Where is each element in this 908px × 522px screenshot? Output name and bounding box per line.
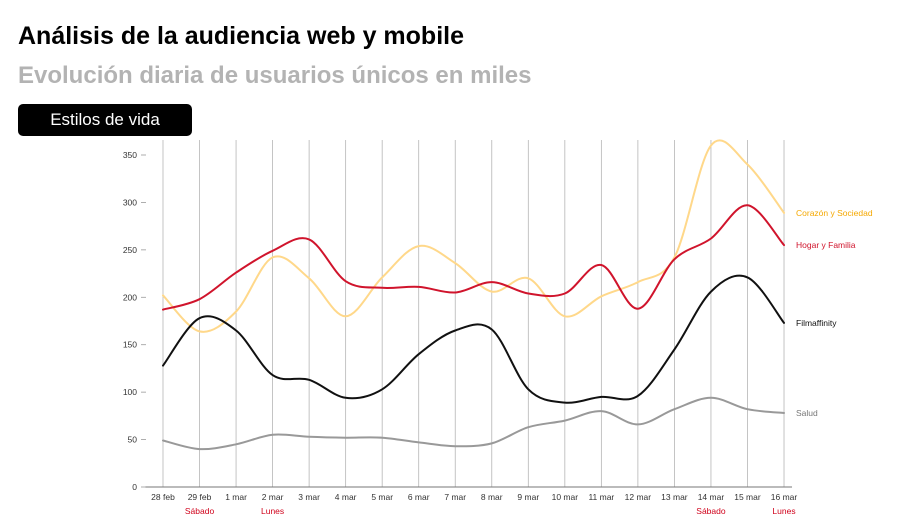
x-tick-label-12: 11 mar [588,492,614,502]
y-tick-label-6: 300 [123,197,137,207]
x-tick-label-14: 13 mar [661,492,688,502]
y-tick-label-4: 200 [123,292,137,302]
chart-series [163,140,784,449]
y-tick-label-7: 350 [123,150,137,160]
series-label-corazon-y-sociedad: Corazón y Sociedad [796,208,873,218]
x-tick-label-15: 14 mar [698,492,725,502]
series-label-salud: Salud [796,408,818,418]
x-tick-label-4: 3 mar [298,492,320,502]
line-chart: 0 50 100 150 200 250 300 350 28 feb 29 feb 1 mar 2 … [0,0,908,522]
chart-axes: 0 50 100 150 200 250 300 350 28 feb 29 feb 1 mar 2 … [123,150,798,516]
series-line-corazon-y-sociedad [163,140,784,331]
chart-labels: Corazón y Sociedad Hogar y Familia Filmaff… [796,208,873,418]
x-tick-label-6: 5 mar [371,492,393,502]
x-tick-label-11: 10 mar [552,492,579,502]
day-annotation-2: Sábado [696,506,726,516]
x-tick-label-1: 29 feb [188,492,212,502]
x-tick-label-5: 4 mar [335,492,357,502]
y-tick-label-3: 150 [123,340,137,350]
x-tick-label-16: 15 mar [734,492,761,502]
series-line-filmaffinity [163,276,784,403]
y-tick-label-2: 100 [123,387,137,397]
day-annotation-1: Lunes [261,506,284,516]
x-tick-label-9: 8 mar [481,492,503,502]
day-annotation-3: Lunes [772,506,795,516]
x-tick-label-0: 28 feb [151,492,175,502]
x-tick-label-13: 12 mar [625,492,652,502]
chart-gridlines [163,140,784,487]
series-line-salud [163,398,784,449]
x-tick-label-2: 1 mar [225,492,247,502]
x-tick-label-3: 2 mar [262,492,284,502]
x-tick-label-7: 6 mar [408,492,430,502]
y-tick-label-1: 50 [128,435,138,445]
x-tick-label-8: 7 mar [444,492,466,502]
series-line-hogar-y-familia [163,205,784,309]
series-label-hogar-y-familia: Hogar y Familia [796,240,856,250]
series-label-filmaffinity: Filmaffinity [796,318,837,328]
y-tick-label-5: 250 [123,245,137,255]
x-tick-label-10: 9 mar [517,492,539,502]
x-tick-label-17: 16 mar [771,492,798,502]
y-tick-label-0: 0 [132,482,137,492]
day-annotation-0: Sábado [185,506,215,516]
